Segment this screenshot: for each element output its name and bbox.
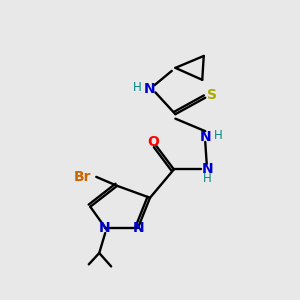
Text: S: S xyxy=(207,88,217,102)
Text: O: O xyxy=(147,135,159,149)
Text: Br: Br xyxy=(74,170,92,184)
Text: N: N xyxy=(144,82,155,96)
Text: N: N xyxy=(200,130,212,144)
Text: N: N xyxy=(99,220,110,235)
Text: H: H xyxy=(133,81,142,94)
Text: N: N xyxy=(202,162,213,176)
Text: N: N xyxy=(133,220,145,235)
Text: H: H xyxy=(203,172,212,185)
Text: H: H xyxy=(214,129,223,142)
